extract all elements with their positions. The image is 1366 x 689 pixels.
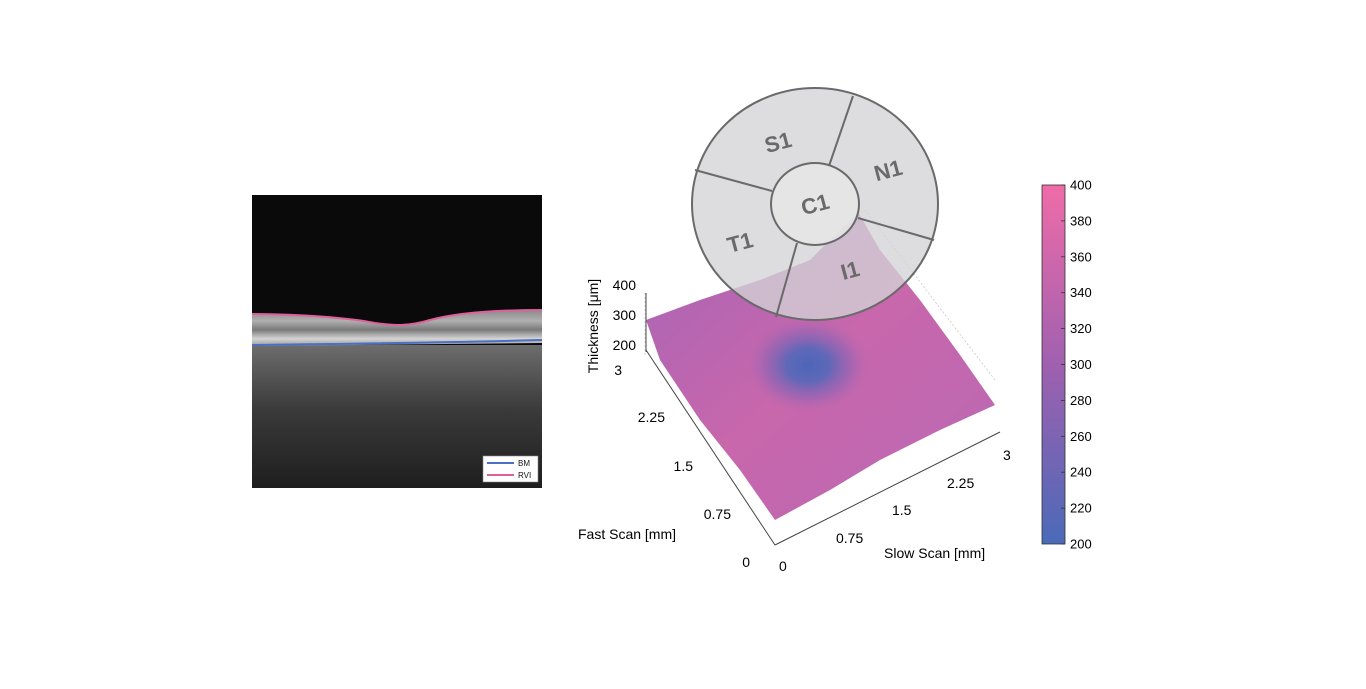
fast-tick-3: 3 <box>614 362 622 378</box>
colorbar-ticks: 400 380 360 340 320 300 280 260 240 220 200 <box>1061 178 1092 552</box>
colorbar-tick-label: 220 <box>1070 501 1092 516</box>
rvi-legend-label: RVI <box>518 471 531 480</box>
oct-legend-box <box>482 455 539 483</box>
colorbar-tick-label: 260 <box>1070 429 1092 444</box>
colorbar-tick-label: 360 <box>1070 249 1092 264</box>
slow-tick-2.25: 2.25 <box>947 475 974 491</box>
z-ticks: 400 300 200 <box>613 277 637 353</box>
etdrs-dividers <box>694 95 935 318</box>
colorbar-tick-label: 400 <box>1070 178 1092 193</box>
z-axis-label: Thickness [μm] <box>585 279 601 373</box>
colorbar-tick-label: 340 <box>1070 285 1092 300</box>
slow-axis-line <box>774 431 1001 546</box>
fast-tick-2.25: 2.25 <box>638 409 665 425</box>
z-tick-400: 400 <box>613 277 637 293</box>
slow-tick-1.5: 1.5 <box>892 502 912 518</box>
slow-axis-label: Slow Scan [mm] <box>884 545 985 561</box>
colorbar-tick-label: 240 <box>1070 465 1092 480</box>
z-tick-200: 200 <box>613 337 637 353</box>
z-tick-300: 300 <box>613 307 637 323</box>
colorbar-tick-label: 380 <box>1070 213 1092 228</box>
colorbar: 400 380 360 340 320 300 280 260 240 220 200 <box>1041 178 1092 552</box>
oct-bscan-panel: BM RVI <box>251 195 543 488</box>
divider-right <box>857 217 935 241</box>
colorbar-tick-label: 300 <box>1070 357 1092 372</box>
colorbar-tick-label: 280 <box>1070 393 1092 408</box>
fast-ticks: 3 2.25 1.5 0.75 0 <box>614 362 750 570</box>
fast-axis-line <box>645 349 776 546</box>
slow-ticks: 0 0.75 1.5 2.25 3 <box>779 447 1011 574</box>
fast-tick-0: 0 <box>742 554 750 570</box>
fast-tick-0.75: 0.75 <box>704 506 731 522</box>
oct-legend: BM RVI <box>482 455 539 483</box>
slow-tick-3: 3 <box>1003 447 1011 463</box>
fast-axis-label: Fast Scan [mm] <box>578 526 676 542</box>
bm-legend-label: BM <box>518 459 530 468</box>
etdrs-center-ring <box>770 162 860 246</box>
slow-tick-0: 0 <box>779 558 787 574</box>
divider-lower <box>775 242 798 318</box>
oct-retina-band <box>252 310 542 346</box>
colorbar-tick-label: 200 <box>1070 537 1092 552</box>
divider-left <box>694 169 773 192</box>
foveal-pit <box>746 317 870 413</box>
fast-tick-1.5: 1.5 <box>674 458 694 474</box>
slow-tick-0.75: 0.75 <box>836 530 863 546</box>
colorbar-tick-label: 320 <box>1070 321 1092 336</box>
bm-boundary <box>251 339 543 346</box>
etdrs-grid: S1 N1 I1 T1 C1 <box>691 87 939 321</box>
divider-upper-right <box>828 95 854 167</box>
rvi-boundary <box>251 309 543 326</box>
